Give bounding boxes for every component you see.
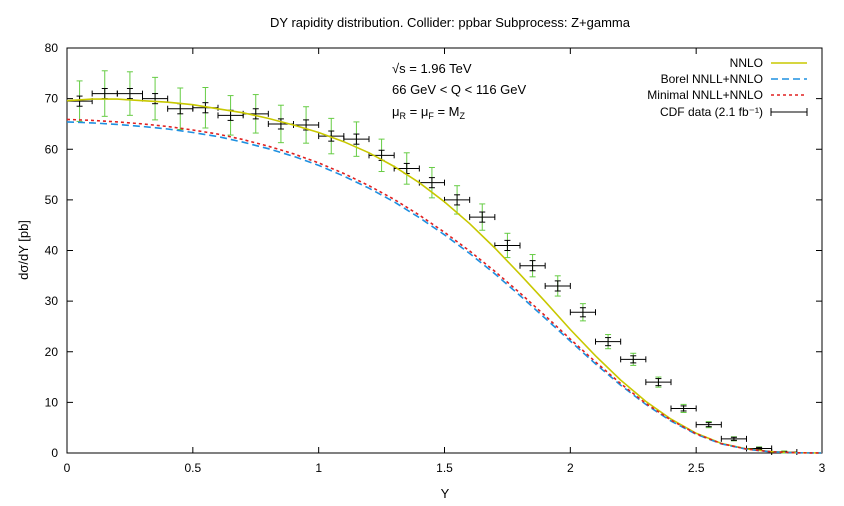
cdf-data-point xyxy=(318,117,345,155)
cdf-data-point xyxy=(142,76,169,121)
legend-label-nnlo: NNLO xyxy=(730,56,763,70)
cdf-data-point xyxy=(519,254,546,278)
legend-swatch-cdf xyxy=(770,108,808,116)
cdf-data-point xyxy=(368,138,395,173)
y-tick-label: 80 xyxy=(45,41,59,55)
y-tick-label: 60 xyxy=(45,142,59,156)
cdf-data-point xyxy=(620,352,647,366)
legend-label-borel: Borel NNLL+NNLO xyxy=(661,72,763,86)
y-tick-label: 10 xyxy=(45,395,59,409)
x-tick-label: 1 xyxy=(315,461,322,475)
axis-ticks xyxy=(66,47,823,454)
annotation-q-range: 66 GeV < Q < 116 GeV xyxy=(392,82,527,97)
cdf-data-point xyxy=(645,376,672,388)
x-tick-label: 3 xyxy=(819,461,826,475)
cdf-data-point xyxy=(569,303,596,322)
chart-title: DY rapidity distribution. Collider: ppba… xyxy=(270,15,631,30)
cdf-data-point xyxy=(242,94,269,134)
cdf-data-point xyxy=(293,106,320,144)
y-tick-label: 70 xyxy=(45,92,59,106)
y-tick-label: 30 xyxy=(45,294,59,308)
cdf-data-point xyxy=(116,71,143,116)
x-tick-label: 2 xyxy=(567,461,574,475)
x-tick-label: 0.5 xyxy=(184,461,201,475)
nnlo-curve xyxy=(66,98,823,454)
y-tick-label: 0 xyxy=(51,446,58,460)
y-tick-label: 50 xyxy=(45,193,59,207)
cdf-data-point xyxy=(494,232,521,259)
annotation-sqrt-s: √s = 1.96 TeV xyxy=(392,61,472,76)
theory-curves xyxy=(66,98,823,454)
minimal-curve xyxy=(66,118,823,454)
x-tick-label: 2.5 xyxy=(688,461,705,475)
y-tick-labels: 0 10 20 30 40 50 60 70 80 xyxy=(45,41,59,460)
legend-label-cdf: CDF data (2.1 fb⁻¹) xyxy=(660,105,763,119)
legend: NNLO Borel NNLL+NNLO Minimal NNLL+NNLO C… xyxy=(647,56,808,119)
y-axis-label: dσ/dY [pb] xyxy=(16,220,31,280)
cdf-data-point xyxy=(595,334,622,350)
legend-label-minimal: Minimal NNLL+NNLO xyxy=(647,88,763,102)
cdf-data-point xyxy=(469,203,496,231)
cdf-data-point xyxy=(343,121,370,157)
x-tick-labels: 0 0.5 1 1.5 2 2.5 3 xyxy=(64,461,826,475)
annotation-scales: μR = μF = MZ xyxy=(392,104,465,121)
cdf-data-point xyxy=(217,95,244,136)
borel-curve xyxy=(66,121,823,454)
cdf-data-point xyxy=(720,435,747,442)
y-tick-label: 20 xyxy=(45,345,59,359)
cdf-data-point xyxy=(444,185,471,215)
x-axis-label: Y xyxy=(441,486,450,501)
cdf-data-point xyxy=(544,275,571,297)
cdf-data-point xyxy=(670,403,697,413)
x-tick-label: 1.5 xyxy=(436,461,453,475)
y-tick-label: 40 xyxy=(45,244,59,258)
x-tick-label: 0 xyxy=(64,461,71,475)
cdf-data-point xyxy=(91,70,118,117)
cdf-data-point xyxy=(167,87,194,131)
cdf-data-point xyxy=(695,421,722,429)
